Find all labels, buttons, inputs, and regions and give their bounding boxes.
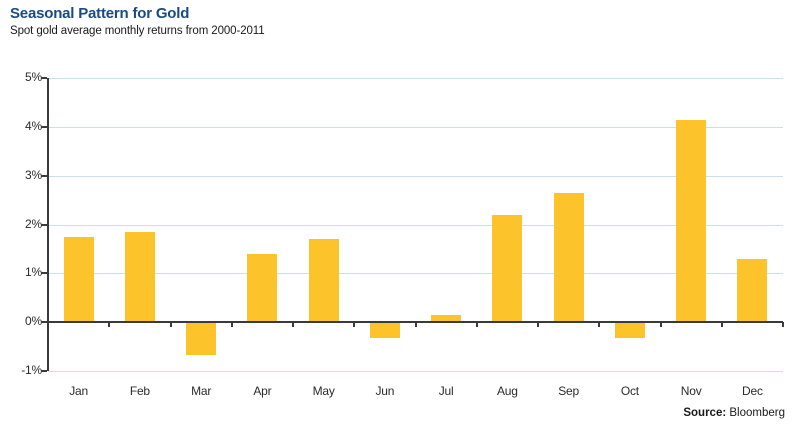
chart-plot-area [41, 77, 784, 372]
page-title: Seasonal Pattern for Gold [10, 5, 190, 22]
bar-nov [676, 119, 707, 323]
y-axis-tick [41, 125, 47, 128]
bar-may [308, 239, 339, 323]
bar-oct [614, 323, 645, 338]
gridline-2% [48, 224, 783, 226]
y-axis-tick [41, 272, 47, 275]
gridline-5% [48, 78, 783, 79]
y-tick-label: 0% [25, 314, 42, 329]
x-axis-tick [475, 322, 478, 328]
y-axis-tick [41, 77, 47, 79]
x-tick-label-oct: Oct [620, 384, 639, 398]
y-axis-tick [41, 321, 47, 324]
x-axis-tick [108, 322, 111, 328]
x-axis-tick [353, 322, 356, 328]
x-axis-tick [598, 322, 601, 328]
bar-sep [553, 192, 584, 323]
bar-jan [63, 236, 94, 323]
y-axis-tick [41, 370, 47, 372]
y-tick-label: 1% [25, 265, 42, 280]
gridline-1% [48, 273, 783, 275]
y-tick-label: 3% [25, 167, 42, 182]
bar-feb [124, 231, 155, 323]
y-tick-label: 2% [25, 216, 42, 231]
y-tick-label: -1% [21, 363, 42, 377]
source-value: Bloomberg [726, 407, 785, 419]
y-axis-tick [41, 174, 47, 177]
x-tick-label-jun: Jun [375, 384, 395, 398]
x-axis-tick [537, 322, 539, 328]
x-axis-tick [230, 322, 233, 328]
x-tick-label-may: May [312, 384, 335, 398]
x-axis-tick [292, 322, 294, 328]
x-tick-label-aug: Aug [496, 384, 518, 398]
x-tick-label-jul: Jul [438, 384, 454, 398]
bar-dec [737, 258, 768, 323]
gridline-4% [48, 126, 783, 128]
y-tick-label: 5% [25, 70, 42, 84]
bar-aug [492, 214, 523, 323]
y-tick-label: 4% [25, 118, 42, 133]
x-tick-label-mar: Mar [191, 384, 212, 398]
bar-apr [247, 253, 278, 323]
x-axis-tick [782, 322, 784, 328]
page-subtitle: Spot gold average monthly returns from 2… [10, 25, 265, 37]
x-tick-label-sep: Sep [558, 384, 579, 398]
x-tick-label-dec: Dec [742, 384, 763, 398]
x-tick-label-nov: Nov [680, 384, 702, 398]
y-axis-tick [41, 223, 47, 226]
source-line: Source: Bloomberg [683, 407, 785, 419]
source-label: Source: [683, 407, 727, 419]
bar-jun [369, 323, 400, 338]
bar-jul [431, 314, 462, 323]
y-axis-line [47, 78, 49, 371]
gridline--1% [48, 371, 783, 372]
x-axis-tick [659, 322, 662, 328]
x-axis-tick [720, 322, 723, 328]
bar-mar [186, 323, 217, 355]
x-tick-label-jan: Jan [69, 384, 88, 398]
gridline-3% [48, 175, 783, 177]
x-axis-tick [414, 322, 417, 328]
x-tick-label-apr: Apr [253, 384, 272, 398]
x-tick-label-feb: Feb [129, 384, 150, 398]
x-axis-tick [169, 322, 172, 328]
